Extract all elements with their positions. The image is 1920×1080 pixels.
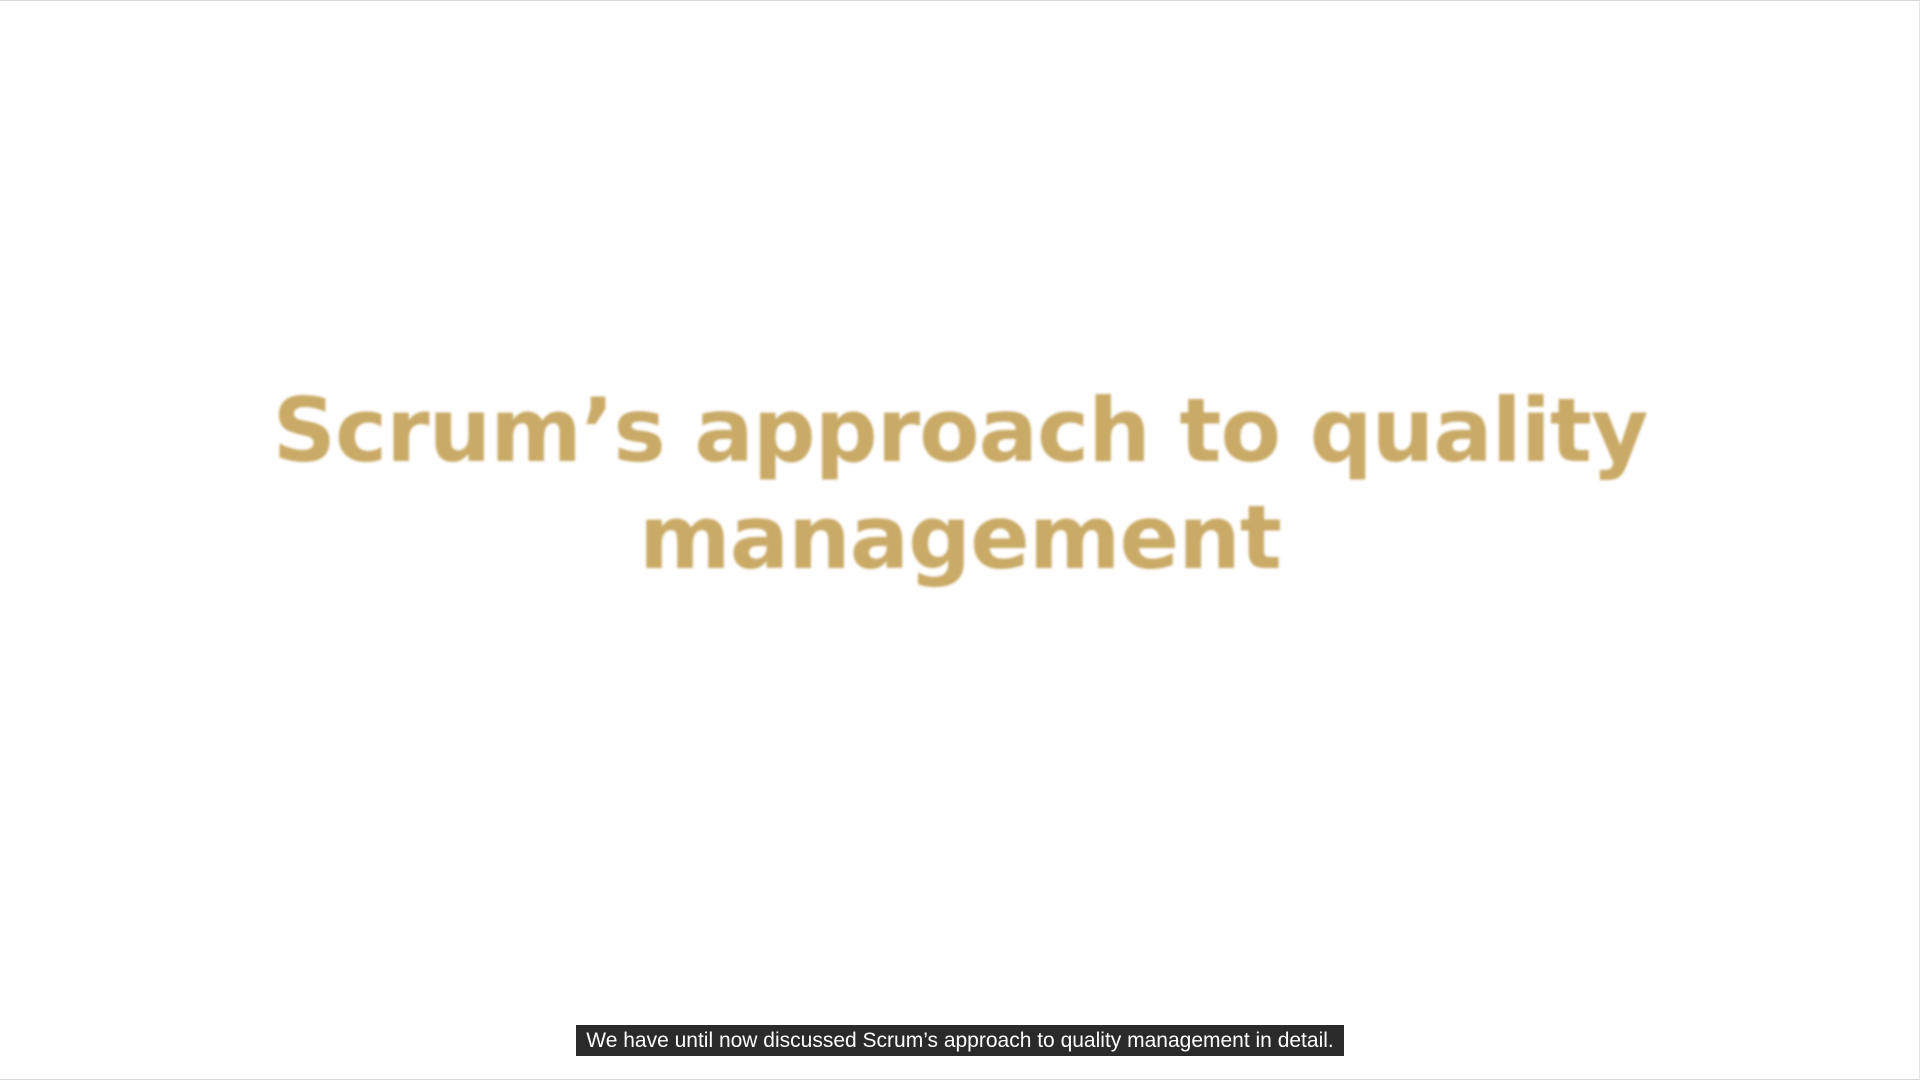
- caption-container: We have until now discussed Scrum’s appr…: [0, 1025, 1920, 1056]
- subtitle-caption: We have until now discussed Scrum’s appr…: [576, 1025, 1344, 1056]
- slide-title: Scrum’s approach to quality management: [272, 379, 1649, 589]
